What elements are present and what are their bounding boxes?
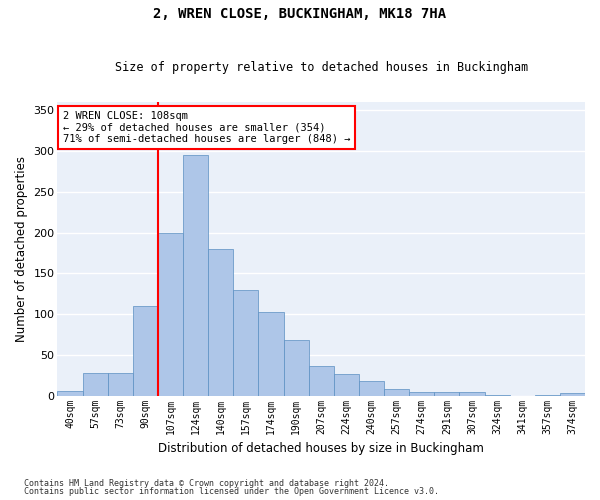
Bar: [359, 381, 384, 396]
X-axis label: Distribution of detached houses by size in Buckingham: Distribution of detached houses by size …: [158, 442, 484, 455]
Bar: [434, 392, 460, 396]
Bar: [334, 374, 359, 396]
Text: 2 WREN CLOSE: 108sqm
← 29% of detached houses are smaller (354)
71% of semi-deta: 2 WREN CLOSE: 108sqm ← 29% of detached h…: [63, 111, 350, 144]
Bar: [83, 373, 108, 396]
Bar: [384, 389, 409, 396]
Bar: [460, 392, 485, 396]
Bar: [485, 395, 509, 396]
Bar: [183, 155, 208, 396]
Bar: [108, 373, 133, 396]
Y-axis label: Number of detached properties: Number of detached properties: [15, 156, 28, 342]
Bar: [208, 249, 233, 396]
Text: Contains public sector information licensed under the Open Government Licence v3: Contains public sector information licen…: [24, 487, 439, 496]
Bar: [133, 306, 158, 396]
Title: Size of property relative to detached houses in Buckingham: Size of property relative to detached ho…: [115, 62, 528, 74]
Text: Contains HM Land Registry data © Crown copyright and database right 2024.: Contains HM Land Registry data © Crown c…: [24, 478, 389, 488]
Bar: [535, 395, 560, 396]
Bar: [409, 392, 434, 396]
Text: 2, WREN CLOSE, BUCKINGHAM, MK18 7HA: 2, WREN CLOSE, BUCKINGHAM, MK18 7HA: [154, 8, 446, 22]
Bar: [560, 393, 585, 396]
Bar: [259, 312, 284, 396]
Bar: [284, 340, 308, 396]
Bar: [58, 390, 83, 396]
Bar: [233, 290, 259, 396]
Bar: [308, 366, 334, 396]
Bar: [158, 232, 183, 396]
